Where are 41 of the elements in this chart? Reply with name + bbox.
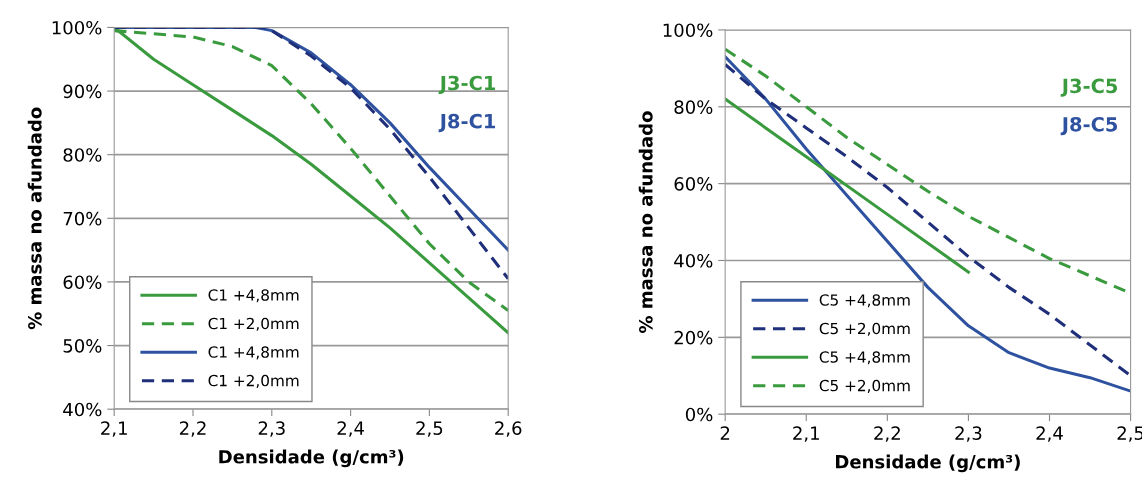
x-tick-label: 2,4 xyxy=(337,421,364,437)
annotation: J8-C1 xyxy=(438,113,496,133)
legend-label: C5 +2,0mm xyxy=(819,322,910,336)
x-tick-label: 2,1 xyxy=(101,421,127,437)
x-tick-label: 2,2 xyxy=(179,421,206,437)
y-axis-title: % massa no afundado xyxy=(27,107,42,330)
y-tick-label: 100% xyxy=(52,20,102,35)
y-tick-label: 0% xyxy=(685,407,713,422)
y-tick-label: 100% xyxy=(663,23,713,38)
legend-label: C1 +4,8mm xyxy=(208,289,299,303)
x-tick-label: 2 xyxy=(720,426,730,440)
legend-label: C1 +4,8mm xyxy=(208,346,299,360)
x-tick-label: 2,4 xyxy=(1036,426,1063,442)
y-tick-label: 40% xyxy=(674,253,713,268)
y-tick-label: 60% xyxy=(63,275,102,290)
x-tick-label: 2,6 xyxy=(495,421,522,437)
x-axis-title: Densidade (g/cm³) xyxy=(219,449,404,468)
legend-label: C5 +2,0mm xyxy=(819,379,910,393)
y-tick-label: 40% xyxy=(63,402,102,417)
y-tick-label: 90% xyxy=(63,84,102,99)
y-tick-label: 60% xyxy=(674,177,713,191)
x-tick-label: 2,3 xyxy=(955,426,982,442)
line-series xyxy=(725,97,970,274)
legend-label: C5 +4,8mm xyxy=(819,351,910,365)
annotation: J8-C5 xyxy=(1060,116,1118,136)
legend-label: C5 +4,8mm xyxy=(819,294,910,308)
x-axis-title: Densidade (g/cm³) xyxy=(836,454,1020,473)
x-tick-label: 2,3 xyxy=(258,421,285,437)
x-tick-label: 2,2 xyxy=(874,426,900,442)
annotation: J3-C1 xyxy=(438,75,496,94)
y-tick-label: 20% xyxy=(674,330,713,345)
y-tick-label: 50% xyxy=(63,339,102,353)
y-tick-label: 70% xyxy=(63,211,102,226)
y-axis-title: % massa no afundado xyxy=(638,111,653,334)
annotation: J3-C5 xyxy=(1060,78,1118,97)
legend-label: C1 +2,0mm xyxy=(208,374,299,388)
legend-label: C1 +2,0mm xyxy=(208,317,299,331)
x-tick-label: 2,5 xyxy=(416,421,443,437)
y-tick-label: 80% xyxy=(63,148,102,162)
x-tick-label: 2,1 xyxy=(793,426,819,442)
y-tick-label: 80% xyxy=(674,100,713,114)
